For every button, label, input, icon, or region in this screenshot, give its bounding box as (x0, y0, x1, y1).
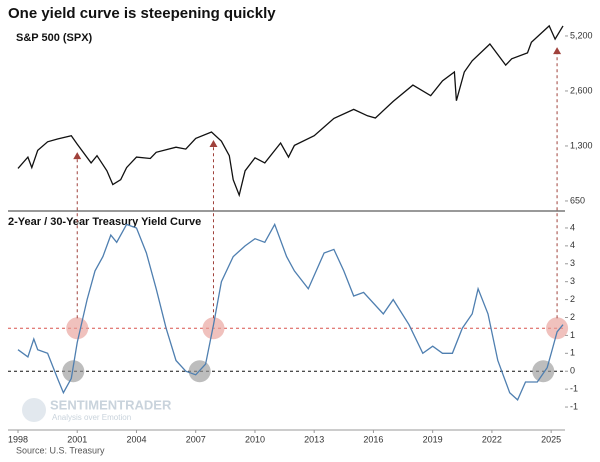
highlight-circle (66, 317, 89, 340)
highlight-circle (532, 360, 555, 383)
arrow-head (73, 152, 82, 160)
y-tick-label: 1,300 (570, 140, 593, 150)
x-tick-label: 2001 (67, 434, 87, 444)
y-tick-label: 5,200 (570, 30, 593, 40)
x-tick-label: 2010 (245, 434, 265, 444)
y-tick-label: 2 (570, 294, 575, 304)
source: Source: U.S. Treasury (16, 445, 105, 455)
y-tick-label: 3 (570, 258, 575, 268)
highlight-circle (546, 317, 569, 340)
arrow-head (209, 140, 218, 148)
watermark: SENTIMENTRADER (50, 397, 172, 412)
watermark-tagline: Analysis over Emotion (52, 413, 131, 422)
highlight-circle (62, 360, 85, 383)
x-tick-label: 2022 (482, 434, 502, 444)
y-tick-label: -1 (570, 384, 578, 394)
highlight-circle (202, 317, 225, 340)
x-tick-label: 2013 (304, 434, 324, 444)
logo (22, 398, 46, 422)
series-line (17, 24, 564, 198)
y-tick-label: 4 (570, 240, 575, 250)
y-tick-label: 1 (570, 348, 575, 358)
y-tick-label: 3 (570, 276, 575, 286)
x-tick-label: 2025 (541, 434, 561, 444)
x-tick-label: 2016 (363, 434, 383, 444)
panel-title: 2-Year / 30-Year Treasury Yield Curve (8, 216, 201, 228)
y-tick-label: 0 (570, 366, 575, 376)
arrow-head (553, 47, 562, 55)
y-tick-label: 1 (570, 330, 575, 340)
y-tick-label: 650 (570, 195, 585, 205)
y-tick-label: 2 (570, 312, 575, 322)
y-tick-label: 2,600 (570, 85, 593, 95)
x-tick-label: 2004 (126, 434, 146, 444)
y-tick-label: -1 (570, 401, 578, 411)
x-tick-label: 1998 (8, 434, 28, 444)
x-tick-label: 2007 (186, 434, 206, 444)
series-line (17, 222, 564, 401)
page-title: One yield curve is steepening quickly (8, 5, 276, 22)
x-tick-label: 2019 (423, 434, 443, 444)
y-tick-label: 4 (570, 222, 575, 232)
panel-title: S&P 500 (SPX) (16, 32, 93, 44)
